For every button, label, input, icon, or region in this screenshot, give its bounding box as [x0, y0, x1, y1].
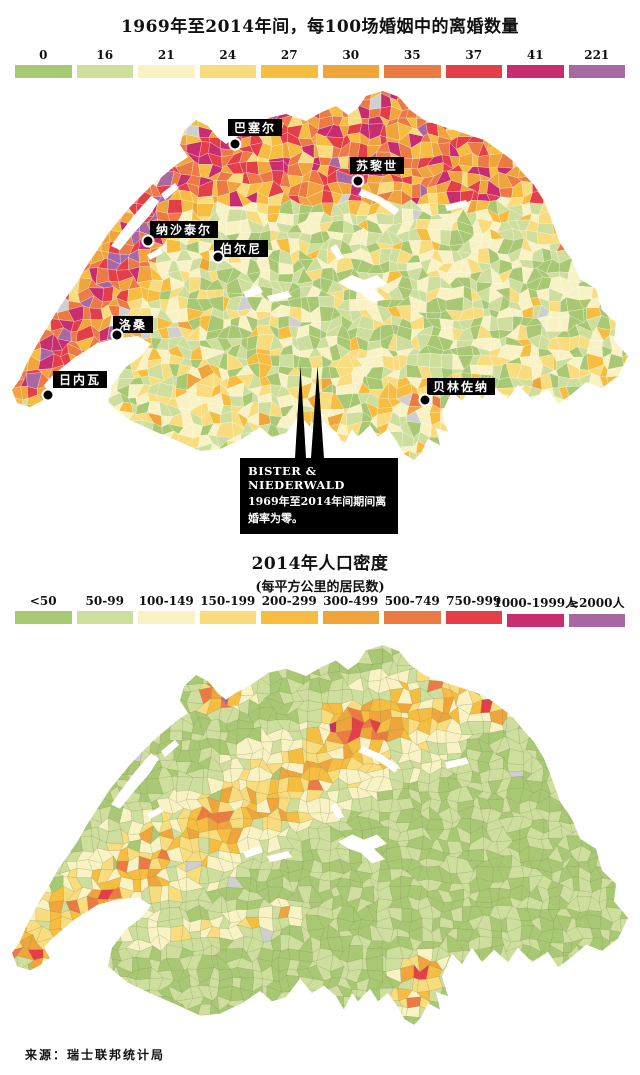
- legend-label: 100-149: [138, 594, 194, 608]
- legend-item: 500-749: [384, 594, 441, 627]
- legend-label: 300-499: [323, 594, 379, 608]
- legend-label: 21: [157, 48, 175, 62]
- legend-swatch: [507, 614, 564, 627]
- legend-label: 0: [39, 48, 48, 62]
- legend-swatch: [76, 65, 133, 78]
- city-marker-dot: [418, 393, 432, 407]
- density-map-title: 2014年人口密度: [251, 554, 389, 574]
- legend-swatch: [445, 611, 502, 624]
- legend-swatch: [199, 65, 256, 78]
- legend-swatch: [261, 611, 318, 624]
- legend-swatch: [568, 65, 625, 78]
- annotation-pointer-left: [295, 366, 306, 458]
- city-label: 苏黎世: [350, 157, 405, 175]
- legend-label: <50: [29, 594, 57, 608]
- legend-item: 41: [507, 48, 564, 78]
- city-marker-dot: [41, 388, 55, 402]
- city-label: 洛桑: [113, 316, 154, 334]
- lakes: [111, 739, 469, 864]
- density-map-legend: <50 50-99 100-149 150-199 200-299 300-499 500-…: [15, 594, 625, 627]
- legend-swatch: [138, 611, 195, 624]
- city-marker-dot: [141, 234, 155, 248]
- city-marker-dot: [351, 174, 365, 188]
- density-map-subtitle: (每平方公里的居民数): [255, 580, 385, 595]
- legend-item: 300-499: [322, 594, 379, 627]
- legend-label: 30: [342, 48, 360, 62]
- legend-item: 21: [138, 48, 195, 78]
- legend-label: 150-199: [200, 594, 256, 608]
- legend-swatch: [15, 65, 72, 78]
- city-marker-dot: [211, 250, 225, 264]
- legend-swatch: [261, 65, 318, 78]
- legend-swatch: [568, 614, 625, 627]
- legend-item: 30: [322, 48, 379, 78]
- legend-item: 50-99: [76, 594, 133, 627]
- divorce-choropleth-map: [12, 91, 628, 460]
- legend-swatch: [384, 611, 441, 624]
- legend-label: 200-299: [261, 594, 317, 608]
- legend-swatch: [138, 65, 195, 78]
- legend-item: 27: [261, 48, 318, 78]
- legend-item: 1000-1999人: [493, 594, 577, 627]
- legend-label: 24: [219, 48, 237, 62]
- city-label: 纳沙泰尔: [150, 221, 219, 239]
- city-label: 贝林佐纳: [427, 378, 496, 396]
- legend-item: 37: [445, 48, 502, 78]
- legend-swatch: [322, 611, 379, 624]
- legend-label: 50-99: [85, 594, 124, 608]
- legend-label: 750-999: [446, 594, 502, 608]
- legend-swatch: [199, 611, 256, 624]
- city-marker-dot: [228, 137, 242, 151]
- legend-item: 750-999: [445, 594, 502, 627]
- legend-swatch: [322, 65, 379, 78]
- legend-swatch: [445, 65, 502, 78]
- legend-swatch: [384, 65, 441, 78]
- city-label: 日内瓦: [53, 371, 108, 389]
- legend-label: 41: [526, 48, 544, 62]
- legend-swatch: [507, 65, 564, 78]
- annotation-title: BISTER & NIEDERWALD: [248, 464, 345, 492]
- legend-item: 16: [76, 48, 133, 78]
- legend-item: 150-199: [199, 594, 256, 627]
- legend-swatch: [15, 611, 72, 624]
- annotation-body: 1969年至2014年间期间离婚率为零。: [248, 495, 387, 525]
- legend-item: 0: [15, 48, 72, 78]
- lakes: [111, 183, 469, 303]
- legend-item: 35: [384, 48, 441, 78]
- divorce-map-legend: 0 16 21 24 27 30 35 37 41 221: [15, 48, 625, 78]
- municipality-cells: [12, 645, 628, 1025]
- legend-label: 35: [403, 48, 421, 62]
- legend-item: 100-149: [138, 594, 195, 627]
- density-choropleth-map: [12, 645, 628, 1025]
- city-label: 伯尔尼: [214, 240, 269, 258]
- divorce-map-title: 1969年至2014年间，每100场婚姻中的离婚数量: [120, 17, 520, 37]
- legend-item: <50: [15, 594, 72, 627]
- legend-label: 500-749: [384, 594, 440, 608]
- legend-label: ≥2000人: [569, 596, 625, 610]
- city-label: 巴塞尔: [228, 119, 283, 137]
- legend-swatch: [76, 611, 133, 624]
- legend-label: 221: [584, 48, 610, 62]
- source-caption: 来源：瑞士联邦统计局: [25, 1048, 166, 1062]
- legend-label: 37: [465, 48, 483, 62]
- legend-item: 200-299: [261, 594, 318, 627]
- city-marker-dot: [110, 328, 124, 342]
- legend-item: 221: [568, 48, 625, 78]
- legend-label: 16: [96, 48, 114, 62]
- legend-item: ≥2000人: [568, 594, 625, 627]
- legend-label: 27: [280, 48, 298, 62]
- legend-label: 1000-1999人: [493, 596, 578, 610]
- legend-item: 24: [199, 48, 256, 78]
- annotation-box: BISTER & NIEDERWALD 1969年至2014年间期间离婚率为零。: [240, 458, 398, 534]
